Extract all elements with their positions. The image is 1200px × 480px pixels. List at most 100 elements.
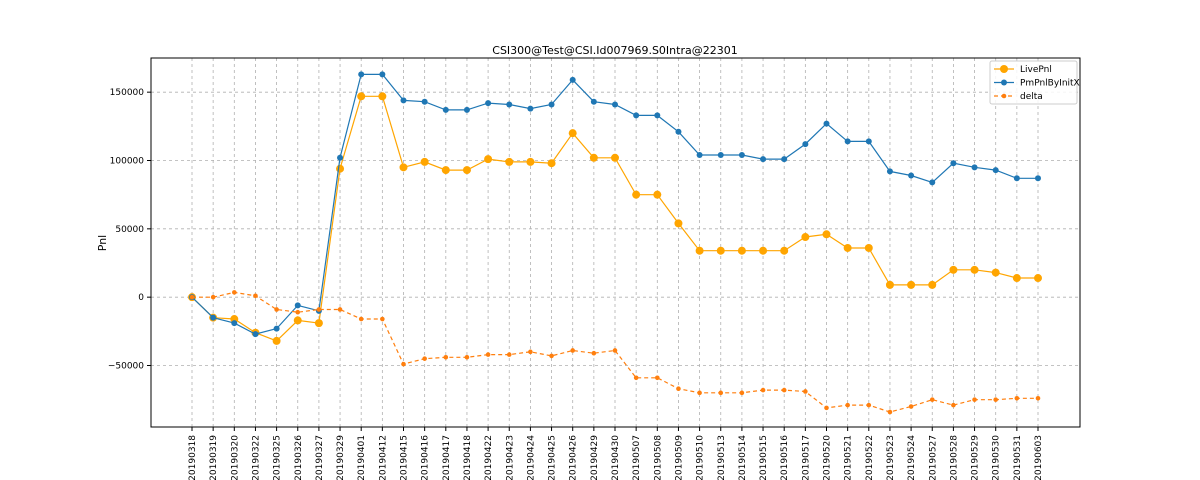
point-delta (570, 348, 575, 353)
point-delta (506, 352, 512, 357)
x-tick-label: 20190515 (759, 435, 769, 480)
point-LivePnl (843, 243, 852, 252)
point-LivePnl (674, 219, 683, 228)
point-LivePnl (759, 246, 768, 255)
x-tick-label: 20190416 (421, 435, 431, 480)
x-tick-label: 20190529 (971, 435, 981, 480)
point-PmPnlByInitX (590, 98, 597, 105)
x-tick-label: 20190510 (696, 435, 706, 480)
x-tick-label: 20190509 (674, 435, 684, 480)
point-LivePnl (1034, 274, 1042, 283)
point-PmPnlByInitX (908, 172, 915, 179)
x-tick-label: 20190425 (548, 435, 558, 480)
point-LivePnl (949, 265, 958, 274)
point-LivePnl (653, 190, 662, 199)
point-delta (337, 307, 343, 312)
x-tick-label: 20190429 (590, 435, 600, 480)
point-delta (549, 353, 554, 359)
point-LivePnl (695, 246, 704, 255)
x-tick-label: 20190516 (780, 435, 790, 480)
point-LivePnl (1012, 274, 1021, 283)
point-LivePnl (991, 268, 1000, 277)
point-delta (803, 389, 808, 394)
x-tick-label: 20190417 (442, 435, 452, 480)
point-PmPnlByInitX (506, 101, 513, 108)
point-delta (422, 356, 427, 361)
point-PmPnlByInitX (760, 156, 767, 163)
point-delta (781, 387, 787, 393)
point-PmPnlByInitX (294, 302, 301, 309)
x-tick-label: 20190524 (907, 435, 917, 480)
x-tick-label: 20190531 (1013, 435, 1023, 480)
point-PmPnlByInitX (929, 179, 936, 186)
legend-label: PmPnlByInitX (1020, 79, 1080, 89)
y-tick-label: 100000 (110, 157, 145, 167)
point-LivePnl (357, 92, 366, 101)
x-tick-label: 20190418 (463, 435, 473, 480)
x-tick-label: 20190426 (569, 435, 579, 480)
x-tick-label: 20190521 (844, 435, 854, 480)
legend-marker-PmPnlByInitX (1001, 79, 1007, 86)
point-LivePnl (589, 153, 598, 162)
point-PmPnlByInitX (1035, 175, 1041, 182)
point-PmPnlByInitX (612, 101, 618, 108)
point-PmPnlByInitX (738, 152, 745, 159)
point-PmPnlByInitX (865, 138, 872, 145)
point-PmPnlByInitX (886, 168, 893, 175)
point-delta (443, 355, 449, 360)
point-PmPnlByInitX (781, 156, 788, 163)
point-delta (866, 402, 872, 408)
point-LivePnl (441, 166, 450, 175)
x-tick-label: 20190514 (738, 435, 748, 480)
point-delta (908, 404, 914, 409)
point-delta (972, 397, 977, 402)
point-PmPnlByInitX (379, 71, 386, 78)
point-PmPnlByInitX (802, 141, 809, 148)
point-delta (210, 294, 216, 300)
x-tick-label: 20190522 (865, 435, 875, 480)
point-PmPnlByInitX (358, 71, 365, 78)
point-delta (485, 352, 491, 357)
point-delta (697, 390, 702, 396)
x-tick-label: 20190415 (400, 435, 410, 480)
point-LivePnl (907, 280, 916, 289)
point-LivePnl (526, 157, 535, 166)
point-LivePnl (864, 243, 873, 252)
point-LivePnl (928, 280, 937, 289)
point-delta (845, 402, 850, 408)
x-tick-label: 20190329 (336, 435, 346, 480)
x-tick-label: 20190318 (188, 435, 198, 480)
point-LivePnl (420, 157, 429, 166)
point-PmPnlByInitX (252, 331, 259, 338)
point-PmPnlByInitX (844, 138, 851, 145)
point-delta (655, 375, 660, 381)
point-PmPnlByInitX (971, 164, 978, 171)
y-tick-label: 50000 (115, 225, 144, 235)
point-delta (739, 390, 745, 396)
point-delta (929, 397, 935, 402)
point-delta (993, 397, 998, 402)
y-tick-label: 0 (138, 293, 144, 303)
legend-marker-delta (1001, 93, 1007, 99)
point-delta (612, 348, 618, 353)
point-LivePnl (314, 319, 323, 328)
x-axis: 20190318 20190319 20190320 20190322 20190325… (188, 427, 1044, 480)
point-LivePnl (547, 159, 556, 168)
point-PmPnlByInitX (273, 325, 280, 332)
point-LivePnl (801, 233, 810, 242)
point-delta (1014, 396, 1020, 401)
x-tick-label: 20190513 (717, 435, 727, 480)
point-LivePnl (632, 190, 641, 199)
point-LivePnl (272, 336, 281, 345)
point-PmPnlByInitX (231, 320, 238, 327)
x-tick-label: 20190507 (632, 435, 642, 480)
x-tick-label: 20190527 (928, 435, 938, 480)
point-delta (253, 293, 258, 299)
x-tick-label: 20190603 (1034, 435, 1044, 480)
x-tick-label: 20190401 (357, 435, 367, 480)
point-delta (951, 402, 956, 408)
point-LivePnl (737, 246, 746, 255)
point-PmPnlByInitX (548, 101, 555, 108)
point-PmPnlByInitX (463, 106, 470, 113)
point-PmPnlByInitX (654, 112, 661, 119)
